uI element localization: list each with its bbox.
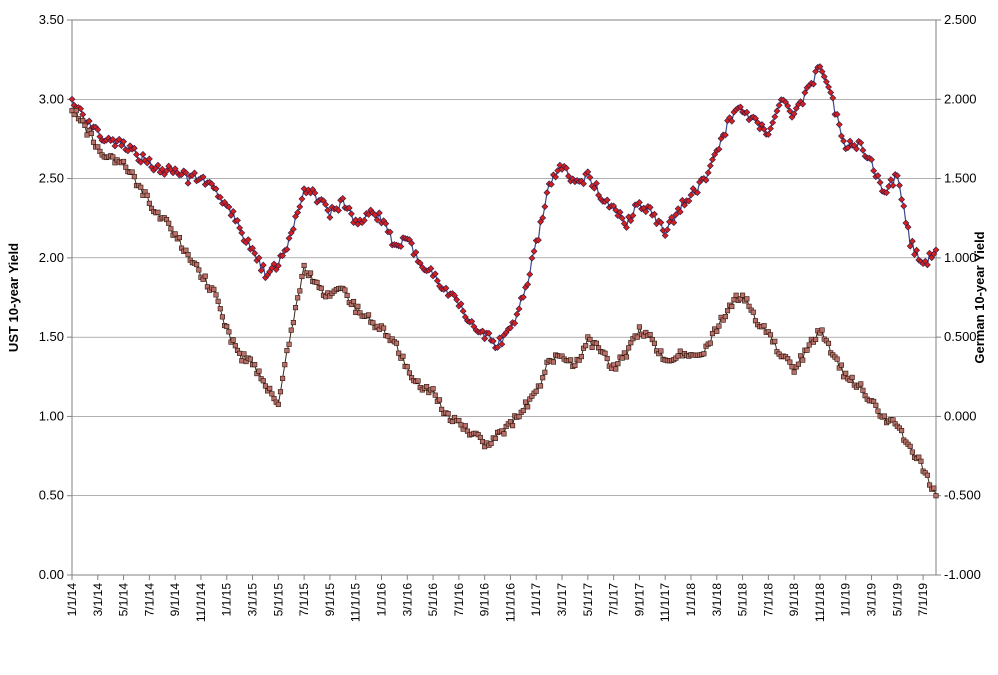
x-tick-label: 3/1/14 [91,583,105,617]
x-tick-label: 5/1/18 [736,583,750,617]
yield-chart: 0.00 0.50 1.00 1.50 2.00 2.50 3.00 3.50 -1.000 -0… [0,0,998,675]
left-tick-label: 0.50 [39,488,64,503]
x-tick-label: 7/1/19 [916,583,930,617]
left-tick-label: 1.50 [39,329,64,344]
x-tick-label: 1/1/17 [529,583,543,617]
x-tick-label: 1/1/16 [374,583,388,617]
x-tick-label: 5/1/17 [581,583,595,617]
chart-container: { "chart": { "type": "line", "width": 99… [0,0,998,675]
x-tick-label: 1/1/15 [220,583,234,617]
x-tick-label: 1/1/18 [684,583,698,617]
right-tick-label: 0.000 [944,408,977,423]
x-tick-label: 3/1/17 [555,583,569,617]
x-tick-label: 3/1/15 [246,583,260,617]
x-tick-label: 9/1/18 [787,583,801,617]
right-tick-label: 2.500 [944,12,977,27]
x-tick-label: 9/1/14 [168,583,182,617]
left-tick-label: 0.00 [39,567,64,582]
right-tick-label: 2.000 [944,91,977,106]
right-axis-label: German 10-year Yield [972,231,987,363]
right-tick-label: -0.500 [944,488,981,503]
x-tick-label: 7/1/14 [142,583,156,617]
x-tick-label: 5/1/16 [426,583,440,617]
x-tick-label: 11/1/16 [503,583,517,622]
left-tick-label: 2.50 [39,171,64,186]
x-tick-label: 11/1/14 [194,583,208,622]
x-tick-label: 1/1/19 [839,583,853,617]
x-tick-label: 11/1/15 [349,583,363,622]
x-tick-label: 9/1/16 [478,583,492,617]
x-tick-label: 11/1/18 [813,583,827,622]
left-tick-label: 3.50 [39,12,64,27]
left-tick-label: 3.00 [39,91,64,106]
x-tick-label: 5/1/15 [271,583,285,617]
x-tick-label: 7/1/18 [761,583,775,617]
right-tick-label: -1.000 [944,567,981,582]
left-axis-label: UST 10-year Yield [6,243,21,352]
x-tick-label: 3/1/19 [865,583,879,617]
x-tick-label: 5/1/19 [890,583,904,617]
x-tick-label: 3/1/18 [710,583,724,617]
left-tick-label: 1.00 [39,408,64,423]
x-tick-label: 7/1/15 [297,583,311,617]
x-tick-label: 9/1/17 [632,583,646,617]
x-tick-label: 3/1/16 [400,583,414,617]
x-tick-label: 9/1/15 [323,583,337,617]
left-tick-label: 2.00 [39,250,64,265]
x-tick-label: 7/1/16 [452,583,466,617]
x-tick-label: 5/1/14 [117,583,131,617]
right-tick-label: 1.500 [944,171,977,186]
x-tick-label: 7/1/17 [607,583,621,617]
x-tick-label: 11/1/17 [658,583,672,622]
x-tick-label: 1/1/14 [65,583,79,617]
